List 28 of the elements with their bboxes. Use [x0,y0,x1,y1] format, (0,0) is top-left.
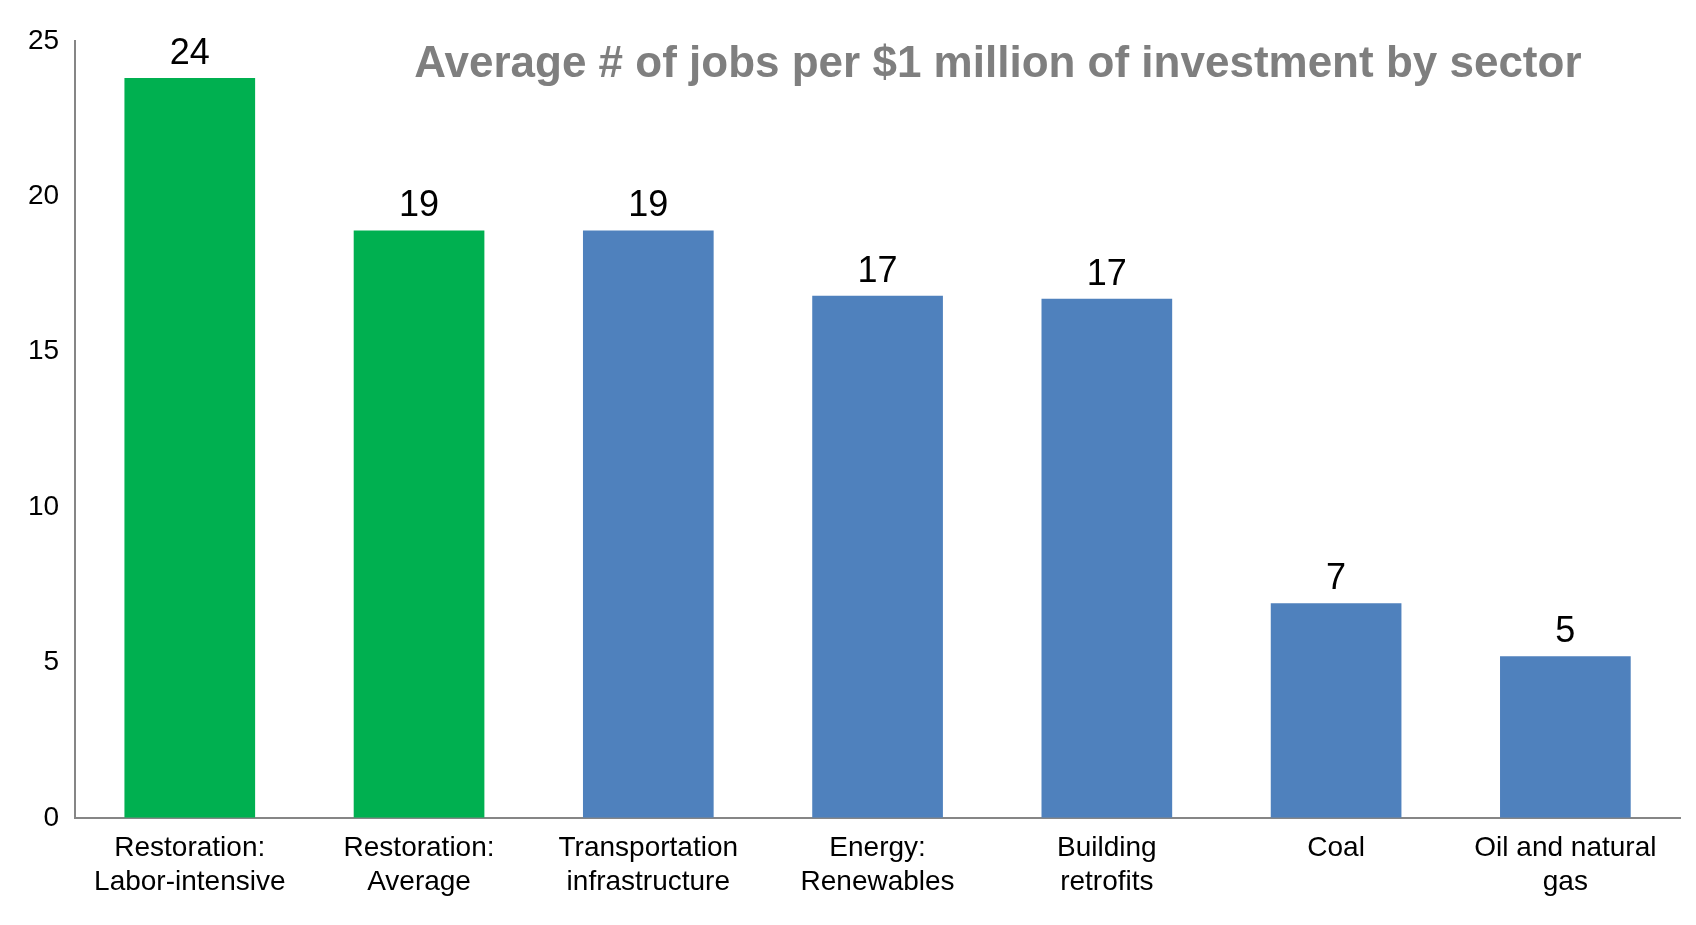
x-tick-label: Oil and natural gas [1474,831,1657,896]
x-tick-label: Restoration: Labor-intensive [94,831,286,896]
y-tick-label: 15 [27,334,60,366]
data-label: 17 [857,248,898,290]
data-label: 19 [399,183,440,225]
data-label: 17 [1086,251,1127,293]
bar [1500,656,1631,818]
x-tick-label: Building retrofits [1057,831,1157,896]
chart-title: Average # of jobs per $1 million of investment by sector [414,36,1582,86]
y-tick-label: 5 [43,645,60,677]
x-tick-label: Transportation infrastructure [558,831,739,896]
data-label: 19 [628,183,669,225]
data-label: 7 [1326,556,1347,598]
data-label: 5 [1555,609,1576,651]
x-tick-label: Energy: Renewables [800,831,955,896]
bar [124,78,256,818]
data-label: 24 [169,31,210,73]
x-tick-label: Coal [1307,831,1365,863]
y-tick-label: 10 [27,489,60,521]
bar [353,230,485,818]
y-tick-label: 25 [27,23,60,55]
y-tick-label: 0 [43,800,60,832]
x-tick-label: Restoration: Average [343,831,495,896]
bar [812,295,943,818]
bar [1270,603,1402,818]
y-tick-label: 20 [27,178,60,210]
bar [582,230,714,818]
bar [1041,298,1173,818]
